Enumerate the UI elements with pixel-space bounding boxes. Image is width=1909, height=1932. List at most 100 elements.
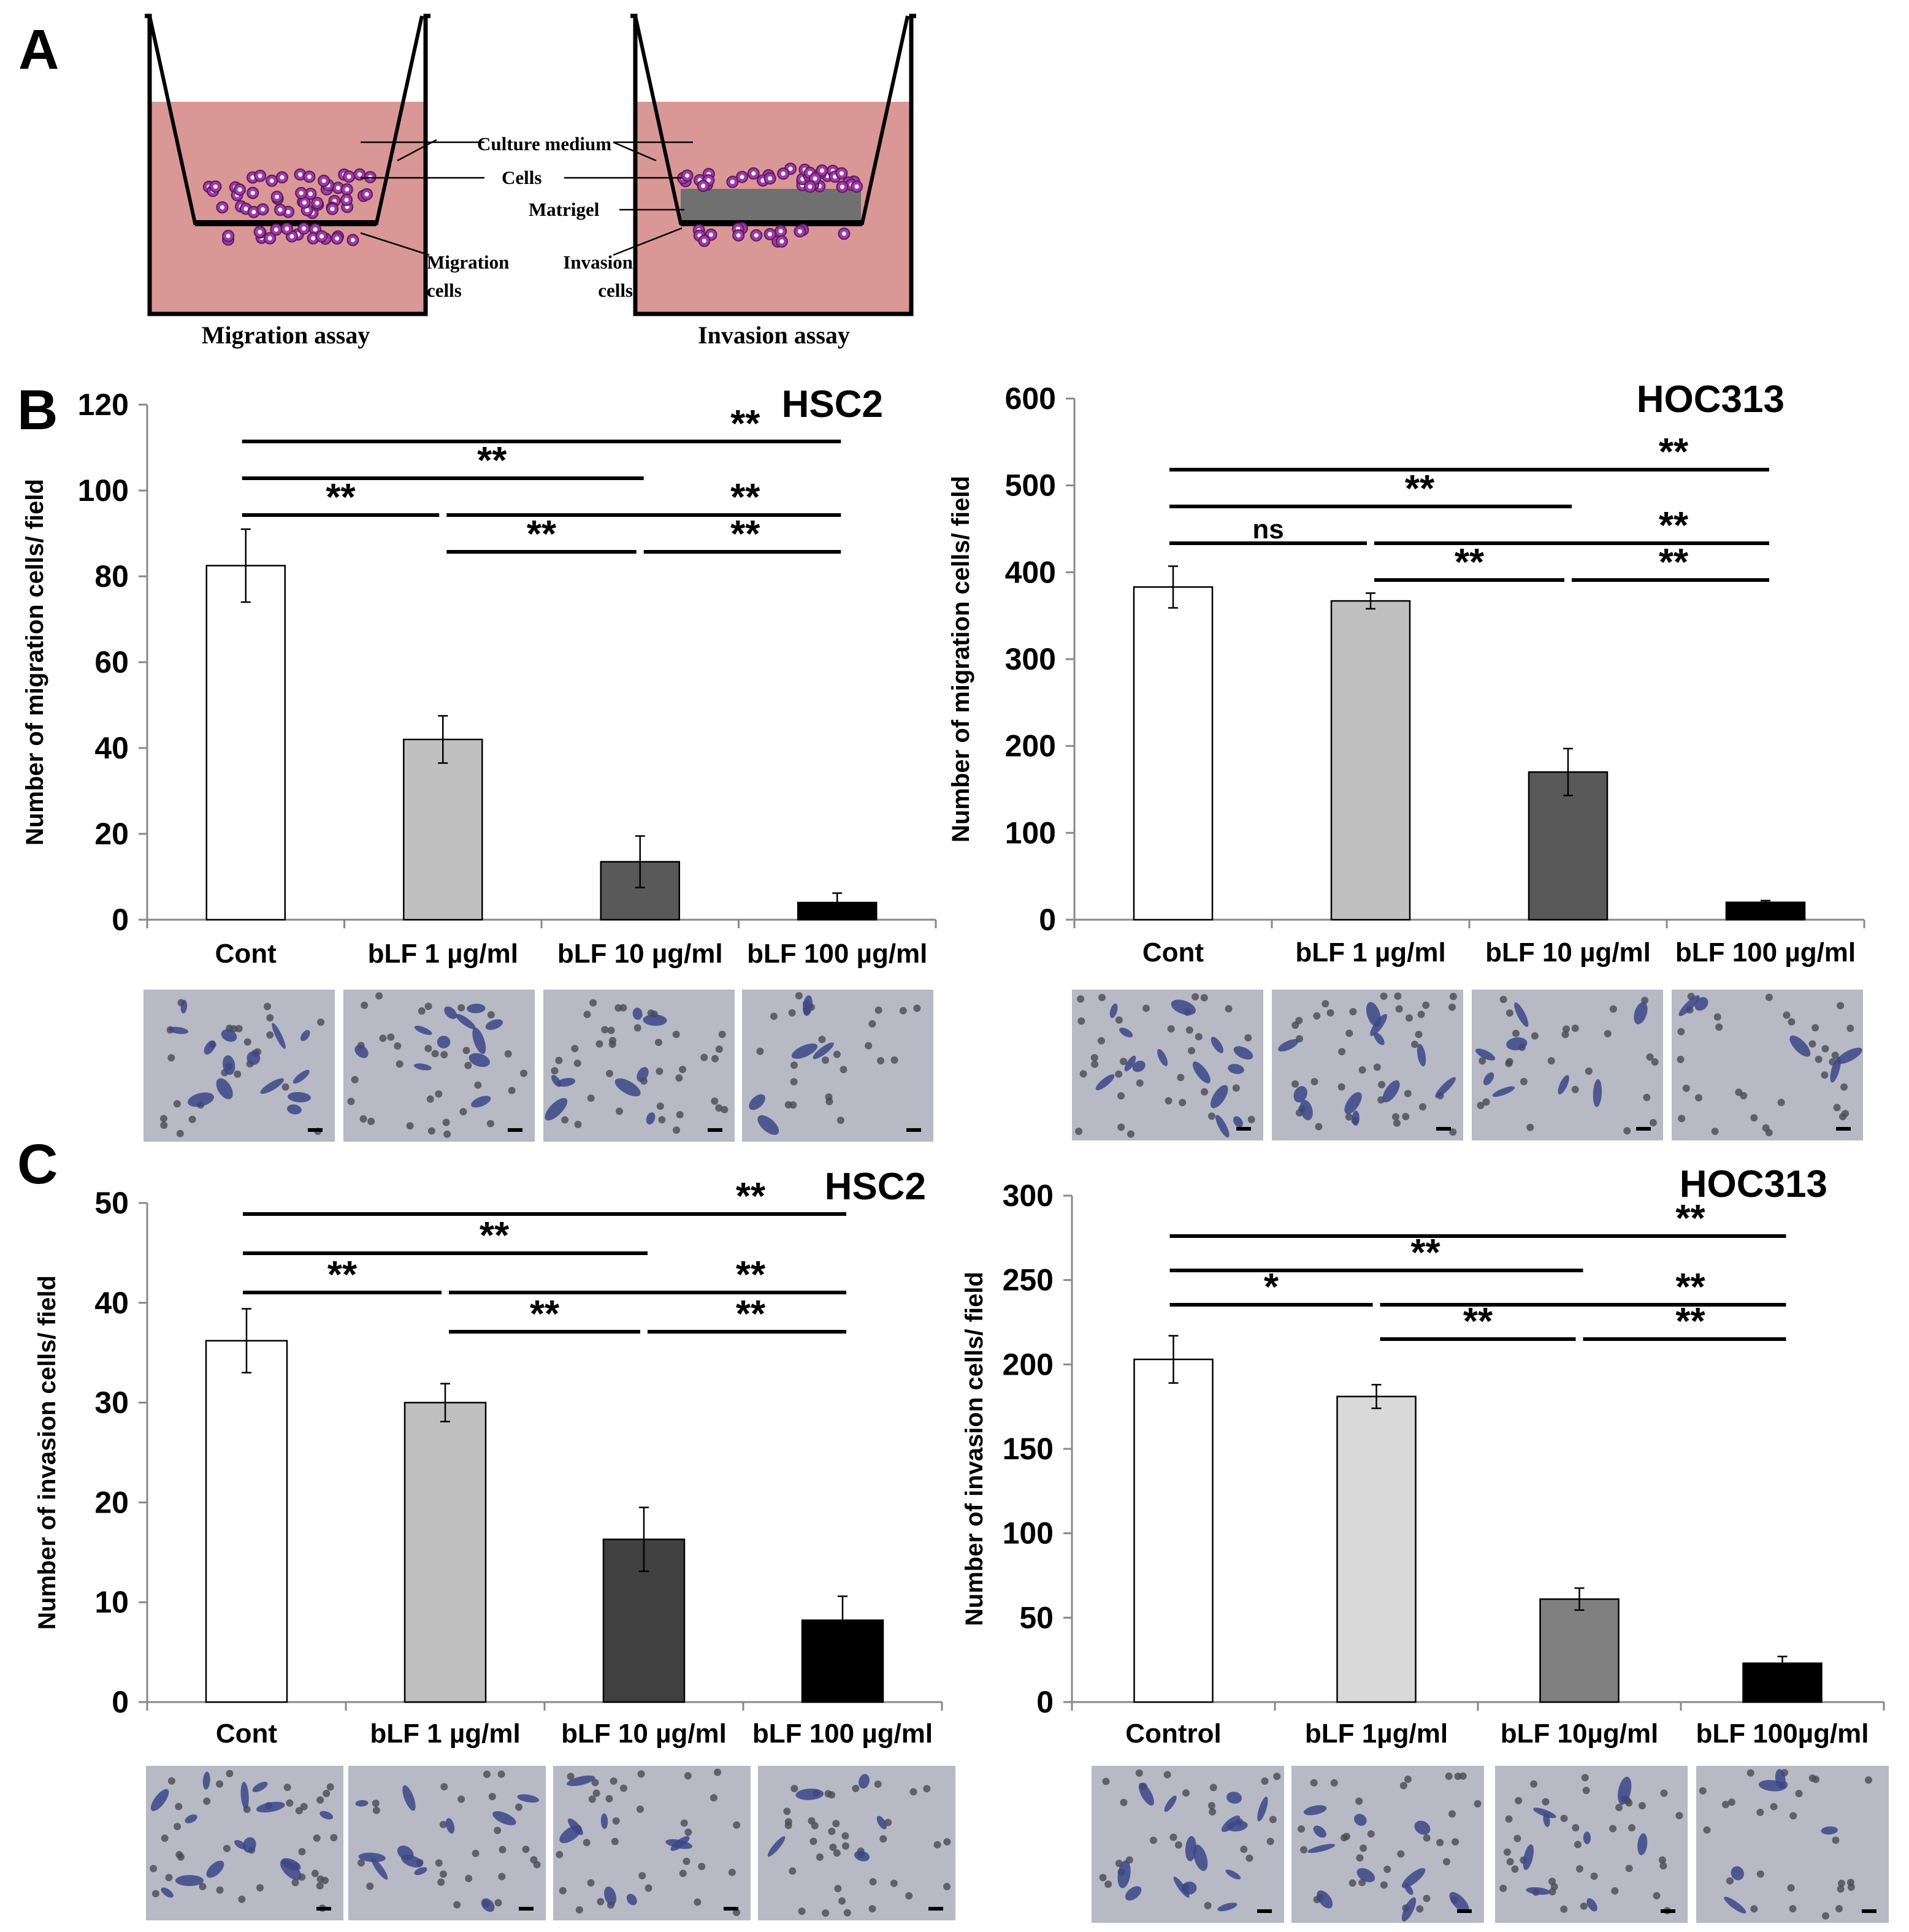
pore-dot: [1842, 1110, 1850, 1118]
y-tick-label: 150: [1003, 1432, 1054, 1466]
pore-dot: [1300, 1846, 1308, 1854]
pore-dot: [321, 1877, 329, 1885]
pore-dot: [1330, 1779, 1338, 1787]
pore-dot: [483, 1770, 491, 1778]
micrograph-panel: [543, 990, 735, 1142]
stained-cell: [643, 1014, 667, 1026]
pore-dot: [316, 1796, 324, 1804]
pore-dot: [300, 1803, 308, 1811]
category-label: bLF 10 µg/ml: [1485, 937, 1651, 968]
pore-dot: [443, 1130, 451, 1138]
pore-dot: [379, 1034, 387, 1042]
bar: [1133, 1358, 1214, 1703]
migration-cells-top: [202, 168, 377, 220]
y-tick-label: 50: [1019, 1600, 1054, 1635]
pore-dot: [1185, 1026, 1193, 1034]
significance-label: **: [527, 513, 557, 556]
pore-dot: [605, 1069, 613, 1077]
stained-cell: [202, 1771, 210, 1790]
pore-dot: [1232, 1084, 1240, 1092]
pore-dot: [575, 1906, 583, 1914]
stained-cell: [472, 1027, 486, 1055]
bar: [1336, 1396, 1417, 1703]
micrograph-panel: [143, 990, 335, 1142]
pore-dot: [311, 1869, 319, 1877]
stained-cell: [204, 1040, 216, 1055]
pore-dot: [833, 1050, 841, 1058]
pore-dot: [1326, 1009, 1334, 1017]
stained-cell: [1593, 1079, 1602, 1107]
pore-dot: [175, 1803, 183, 1811]
stained-cell: [1157, 1048, 1168, 1066]
stained-cell: [1192, 1061, 1211, 1083]
pore-dot: [1477, 1101, 1485, 1109]
pore-dot: [654, 1039, 662, 1047]
pore-dot: [890, 1056, 898, 1064]
stained-cell: [545, 1098, 568, 1121]
pore-dot: [1658, 1856, 1666, 1864]
label-migration-cells-1: Migration: [427, 251, 509, 273]
pore-dot: [715, 1045, 723, 1053]
cell-nucleus: [736, 233, 741, 238]
stained-cell: [567, 1775, 595, 1787]
stained-cell: [567, 1818, 583, 1835]
pore-dot: [286, 1799, 294, 1807]
pore-dot: [504, 1050, 512, 1058]
pore-dot: [684, 1772, 692, 1780]
pore-dot: [1562, 1025, 1570, 1033]
cell-nucleus: [250, 175, 255, 180]
pore-dot: [1703, 1826, 1711, 1834]
pore-dot: [442, 1118, 450, 1126]
bar: [205, 1340, 288, 1703]
pore-dot: [1380, 992, 1388, 1000]
panel-label-b: B: [17, 379, 58, 441]
pore-dot: [1417, 1010, 1425, 1018]
pore-dot: [913, 1004, 921, 1012]
pore-dot: [1628, 1824, 1635, 1832]
pore-dot: [1120, 1058, 1128, 1066]
stained-cell: [444, 1006, 457, 1020]
pore-dot: [824, 1790, 832, 1798]
stained-cell: [481, 1898, 495, 1912]
significance-label: **: [736, 1254, 766, 1296]
stained-cell: [1257, 1796, 1268, 1822]
pore-dot: [673, 1126, 681, 1134]
stained-cell: [281, 1858, 301, 1871]
y-tick-label: 120: [78, 388, 129, 422]
pore-dot: [1391, 1113, 1399, 1121]
bar: [404, 1402, 487, 1703]
pore-dot: [457, 1004, 465, 1012]
pore-dot: [472, 1849, 480, 1857]
pore-dot: [1077, 995, 1085, 1003]
stained-cell: [467, 1003, 486, 1014]
pore-dot: [234, 1070, 242, 1078]
pore-dot: [283, 1784, 291, 1792]
stained-cell: [240, 1781, 249, 1809]
stained-cell: [1303, 1805, 1327, 1816]
pore-dot: [1503, 1848, 1511, 1856]
pore-dot: [351, 1075, 359, 1083]
pore-dot: [494, 1827, 502, 1835]
pore-dot: [1530, 1780, 1538, 1788]
pore-dot: [672, 1031, 680, 1039]
stained-cell: [1173, 1876, 1190, 1898]
pore-dot: [638, 1872, 646, 1880]
label-migration-assay: Migration assay: [202, 321, 370, 349]
cell-nucleus: [302, 200, 307, 205]
stained-cell: [456, 1014, 476, 1029]
pore-dot: [1808, 1040, 1816, 1048]
micrograph-panel: [1092, 1766, 1284, 1923]
pore-dot: [789, 1867, 797, 1875]
stained-cell: [600, 1813, 608, 1830]
stained-cell: [1119, 1027, 1133, 1037]
significance-label: **: [736, 1175, 766, 1218]
pore-dot: [656, 1067, 664, 1075]
cell-nucleus: [321, 178, 326, 183]
pore-dot: [756, 1047, 764, 1055]
pore-dot: [561, 1116, 569, 1124]
significance-label: **: [477, 440, 507, 482]
stained-cell: [1117, 1860, 1131, 1888]
stained-cell: [859, 1774, 870, 1789]
pore-dot: [601, 1026, 609, 1034]
stained-cell: [1226, 1792, 1242, 1804]
